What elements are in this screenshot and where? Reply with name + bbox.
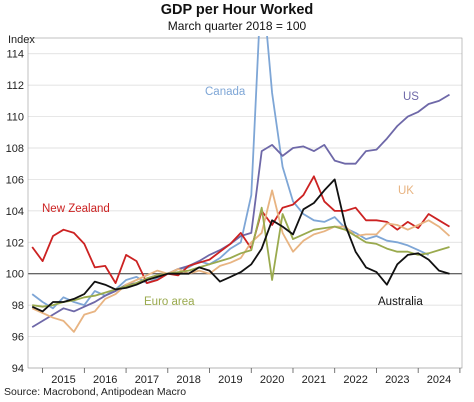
x-tick-label: 2019 — [218, 374, 242, 386]
series-line-us — [31, 93, 450, 328]
series-label-uk: UK — [398, 185, 414, 197]
series-line-canada — [31, 36, 429, 310]
y-tick-label: 96 — [12, 332, 24, 344]
y-axis-label: Index — [8, 34, 35, 46]
y-tick-label: 108 — [6, 143, 24, 155]
x-tick-label: 2022 — [343, 374, 367, 386]
x-tick-label: 2023 — [385, 374, 409, 386]
series-line-euro-area — [32, 206, 450, 308]
x-tick-label: 2020 — [260, 374, 284, 386]
y-tick-label: 102 — [6, 237, 24, 249]
x-tick-label: 2024 — [427, 374, 451, 386]
plot-frame — [27, 37, 463, 369]
x-tick-label: 2017 — [135, 374, 159, 386]
chart-title: GDP per Hour Worked — [160, 2, 314, 18]
series-line-australia — [31, 178, 450, 313]
y-tick-label: 106 — [6, 174, 24, 186]
y-tick-label: 114 — [6, 49, 24, 61]
x-tick-label: 2021 — [302, 374, 326, 386]
series-labels: Canada US New Zealand UK Euro area Australia — [42, 86, 423, 308]
y-tick-label: 98 — [12, 300, 24, 312]
y-tick-label: 94 — [12, 363, 24, 375]
x-tick-label: 2016 — [93, 374, 117, 386]
series-label-canada: Canada — [205, 86, 246, 98]
source-note: Source: Macrobond, Antipodean Macro — [4, 386, 187, 398]
y-tick-label: 110 — [6, 112, 24, 124]
series-label-australia: Australia — [378, 296, 423, 308]
x-tick-label: 2015 — [51, 374, 75, 386]
series-lines — [31, 36, 451, 333]
series-line-new-zealand — [31, 175, 450, 285]
x-axis-ticks: 2015 2016 2017 2018 2019 2020 2021 2022 2023 2024 — [42, 368, 461, 386]
series-label-us: US — [403, 91, 419, 103]
x-tick-label: 2018 — [176, 374, 200, 386]
chart-subtitle: March quarter 2018 = 100 — [167, 19, 307, 33]
series-label-new-zealand: New Zealand — [42, 203, 110, 215]
y-tick-label: 112 — [6, 80, 24, 92]
y-tick-label: 100 — [6, 269, 24, 281]
series-line-uk — [31, 189, 451, 333]
y-tick-label: 104 — [6, 206, 24, 218]
series-label-euro-area: Euro area — [144, 296, 195, 308]
y-axis-ticks: 94 96 98 100 102 104 106 108 110 112 114 — [6, 49, 24, 375]
